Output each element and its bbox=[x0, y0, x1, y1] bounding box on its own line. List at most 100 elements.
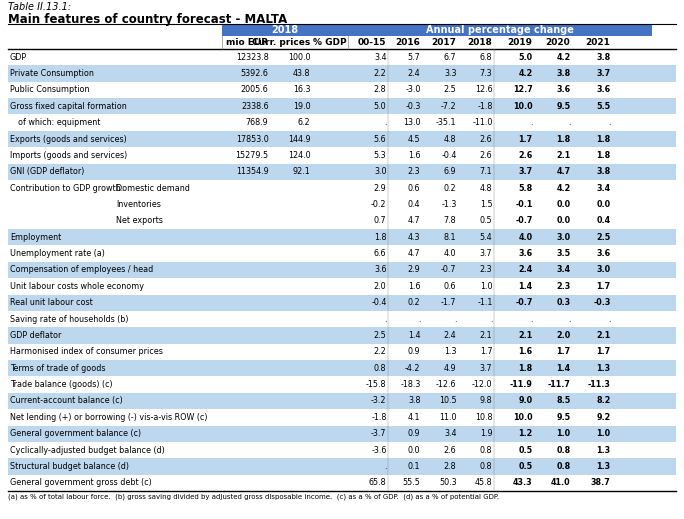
Bar bbox=[8, 147, 676, 163]
Text: -11.3: -11.3 bbox=[588, 380, 611, 389]
Text: -0.2: -0.2 bbox=[371, 200, 386, 209]
Text: 2.1: 2.1 bbox=[480, 331, 492, 340]
Text: 2.5: 2.5 bbox=[373, 331, 386, 340]
Text: .: . bbox=[608, 118, 611, 127]
Text: 65.8: 65.8 bbox=[369, 479, 386, 487]
Text: 2.6: 2.6 bbox=[444, 446, 456, 455]
Text: 1.0: 1.0 bbox=[556, 429, 570, 438]
Text: 4.8: 4.8 bbox=[444, 134, 456, 144]
Text: GNI (GDP deflator): GNI (GDP deflator) bbox=[10, 167, 84, 176]
Text: 5.5: 5.5 bbox=[596, 102, 611, 111]
Text: 1.6: 1.6 bbox=[518, 347, 533, 357]
Text: 2021: 2021 bbox=[586, 38, 611, 47]
Text: 10.0: 10.0 bbox=[513, 102, 533, 111]
Text: 0.5: 0.5 bbox=[480, 216, 492, 225]
Text: 3.7: 3.7 bbox=[596, 69, 611, 78]
Text: .: . bbox=[384, 462, 386, 471]
Text: 1.7: 1.7 bbox=[596, 347, 611, 357]
Text: 2.1: 2.1 bbox=[596, 331, 611, 340]
Text: 12323.8: 12323.8 bbox=[236, 53, 269, 62]
Text: 0.0: 0.0 bbox=[556, 216, 570, 225]
Bar bbox=[8, 458, 676, 475]
Text: 2.6: 2.6 bbox=[480, 151, 492, 160]
Text: 9.5: 9.5 bbox=[556, 413, 570, 422]
Text: 3.7: 3.7 bbox=[480, 364, 492, 373]
Text: mio EUR: mio EUR bbox=[226, 38, 269, 47]
Text: 2.4: 2.4 bbox=[444, 331, 456, 340]
Text: Current-account balance (c): Current-account balance (c) bbox=[10, 397, 122, 405]
Text: 2.1: 2.1 bbox=[518, 331, 533, 340]
Text: 12.6: 12.6 bbox=[475, 86, 492, 94]
Text: 6.8: 6.8 bbox=[480, 53, 492, 62]
Text: -0.4: -0.4 bbox=[371, 298, 386, 307]
Text: 17853.0: 17853.0 bbox=[236, 134, 269, 144]
Text: Contribution to GDP growth:: Contribution to GDP growth: bbox=[10, 184, 123, 193]
Bar bbox=[8, 376, 676, 393]
Text: -1.8: -1.8 bbox=[371, 413, 386, 422]
Text: 3.7: 3.7 bbox=[480, 249, 492, 258]
Text: 9.5: 9.5 bbox=[556, 102, 570, 111]
Bar bbox=[8, 49, 676, 65]
Text: 2.3: 2.3 bbox=[480, 266, 492, 275]
Text: 4.1: 4.1 bbox=[408, 413, 421, 422]
Text: 1.7: 1.7 bbox=[596, 282, 611, 291]
Text: 43.3: 43.3 bbox=[513, 479, 533, 487]
Text: -3.6: -3.6 bbox=[371, 446, 386, 455]
Text: 5.6: 5.6 bbox=[374, 134, 386, 144]
Text: -18.3: -18.3 bbox=[400, 380, 421, 389]
Text: 0.9: 0.9 bbox=[408, 347, 421, 357]
Text: -1.3: -1.3 bbox=[441, 200, 456, 209]
Text: Trade balance (goods) (c): Trade balance (goods) (c) bbox=[10, 380, 113, 389]
Text: 1.6: 1.6 bbox=[408, 282, 421, 291]
Text: 1.8: 1.8 bbox=[596, 151, 611, 160]
Text: 0.4: 0.4 bbox=[408, 200, 421, 209]
Text: General government gross debt (c): General government gross debt (c) bbox=[10, 479, 152, 487]
Text: 1.7: 1.7 bbox=[518, 134, 533, 144]
Text: 2.4: 2.4 bbox=[518, 266, 533, 275]
Text: 3.0: 3.0 bbox=[374, 167, 386, 176]
Text: 9.0: 9.0 bbox=[518, 397, 533, 405]
Text: 2.1: 2.1 bbox=[556, 151, 570, 160]
Text: 5.0: 5.0 bbox=[374, 102, 386, 111]
Text: -1.1: -1.1 bbox=[477, 298, 492, 307]
Bar bbox=[8, 65, 676, 81]
Bar bbox=[8, 262, 676, 278]
Text: .: . bbox=[454, 315, 456, 324]
Text: 13.0: 13.0 bbox=[403, 118, 421, 127]
Text: 92.1: 92.1 bbox=[293, 167, 311, 176]
Bar bbox=[8, 131, 676, 147]
Text: 0.9: 0.9 bbox=[408, 429, 421, 438]
Text: 3.6: 3.6 bbox=[556, 86, 570, 94]
Text: 6.2: 6.2 bbox=[298, 118, 311, 127]
Text: 4.9: 4.9 bbox=[444, 364, 456, 373]
Text: 45.8: 45.8 bbox=[475, 479, 492, 487]
Text: 0.3: 0.3 bbox=[556, 298, 570, 307]
Text: 1.8: 1.8 bbox=[556, 134, 570, 144]
Text: Cyclically-adjusted budget balance (d): Cyclically-adjusted budget balance (d) bbox=[10, 446, 165, 455]
Text: Exports (goods and services): Exports (goods and services) bbox=[10, 134, 127, 144]
Text: 2.0: 2.0 bbox=[556, 331, 570, 340]
Text: Real unit labour cost: Real unit labour cost bbox=[10, 298, 93, 307]
Text: 3.4: 3.4 bbox=[556, 266, 570, 275]
Text: 4.7: 4.7 bbox=[408, 216, 421, 225]
Bar bbox=[8, 311, 676, 327]
Text: 3.6: 3.6 bbox=[596, 249, 611, 258]
Text: 2.6: 2.6 bbox=[480, 134, 492, 144]
Text: 4.3: 4.3 bbox=[408, 233, 421, 242]
Text: 4.2: 4.2 bbox=[556, 53, 570, 62]
Text: 1.4: 1.4 bbox=[556, 364, 570, 373]
Text: -0.1: -0.1 bbox=[515, 200, 533, 209]
Text: 7.1: 7.1 bbox=[480, 167, 492, 176]
Text: -7.2: -7.2 bbox=[441, 102, 456, 111]
Text: 5392.6: 5392.6 bbox=[241, 69, 269, 78]
Text: 4.2: 4.2 bbox=[556, 184, 570, 193]
Text: Imports (goods and services): Imports (goods and services) bbox=[10, 151, 127, 160]
Text: -12.0: -12.0 bbox=[472, 380, 492, 389]
Text: 2018: 2018 bbox=[468, 38, 492, 47]
Text: 12.7: 12.7 bbox=[513, 86, 533, 94]
Text: 6.7: 6.7 bbox=[444, 53, 456, 62]
Text: 2.2: 2.2 bbox=[373, 69, 386, 78]
Text: 0.8: 0.8 bbox=[480, 446, 492, 455]
Text: 1.8: 1.8 bbox=[596, 134, 611, 144]
Text: 11354.9: 11354.9 bbox=[236, 167, 269, 176]
